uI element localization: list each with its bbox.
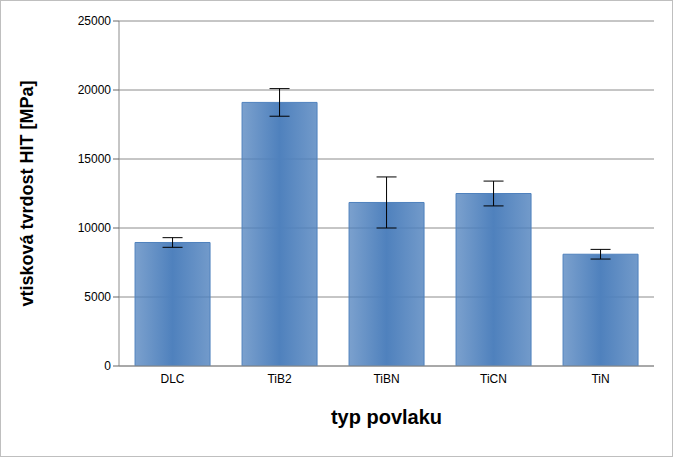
svg-text:10000: 10000: [78, 221, 112, 235]
svg-text:TiN: TiN: [591, 372, 609, 386]
svg-text:25000: 25000: [78, 14, 112, 28]
svg-text:5000: 5000: [84, 290, 111, 304]
svg-text:0: 0: [104, 359, 111, 373]
svg-text:TiB2: TiB2: [267, 372, 292, 386]
svg-text:20000: 20000: [78, 83, 112, 97]
svg-text:TiBN: TiBN: [373, 372, 399, 386]
svg-text:DLC: DLC: [160, 372, 184, 386]
svg-text:typ povlaku: typ povlaku: [331, 406, 442, 428]
svg-text:vtisková tvrdost HIT [MPa]: vtisková tvrdost HIT [MPa]: [17, 80, 37, 306]
svg-text:TiCN: TiCN: [480, 372, 507, 386]
svg-text:15000: 15000: [78, 152, 112, 166]
